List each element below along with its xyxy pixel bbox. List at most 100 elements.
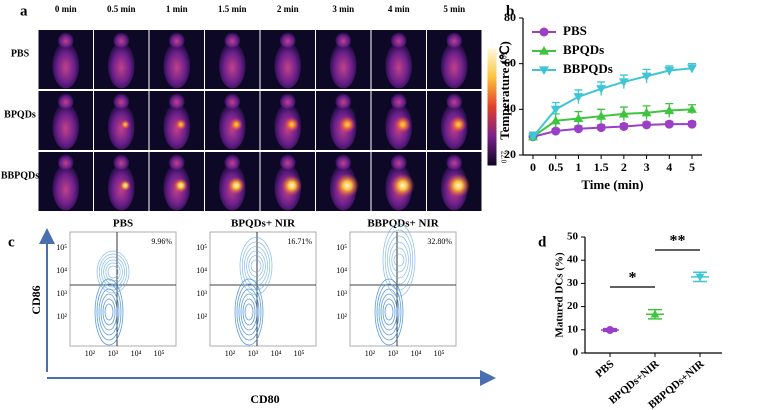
legend-label: PBS [563, 23, 587, 38]
contour [107, 265, 119, 279]
contour [387, 235, 411, 285]
marker [606, 326, 614, 335]
hotspot [174, 118, 187, 131]
contour [248, 255, 264, 277]
x-tick-label: PBS [593, 358, 616, 380]
marker [618, 108, 629, 118]
mouse-head [446, 93, 463, 110]
mouse [52, 164, 80, 211]
marker [641, 72, 652, 82]
legend-label: BBPQDs [563, 61, 613, 76]
marker [596, 85, 607, 94]
hotspot [335, 173, 360, 198]
mouse-head [390, 32, 407, 49]
time-label: 0.5 min [107, 4, 136, 14]
contour [244, 246, 268, 286]
x-tick-label: 10⁵ [294, 349, 305, 358]
y-tick-label: 10³ [337, 289, 348, 298]
contour [246, 250, 266, 282]
time-label: 1 min [166, 4, 188, 14]
x-tick-label: 10⁴ [131, 349, 142, 358]
marker [695, 273, 705, 282]
marker [550, 105, 561, 115]
mouse-head [335, 154, 352, 171]
mouse-head [390, 93, 407, 110]
hotspot [394, 116, 412, 134]
y-tick-label: 10³ [197, 289, 208, 298]
contour [100, 293, 118, 331]
y-tick-label: 10⁵ [196, 243, 207, 252]
plot-frame [209, 231, 317, 347]
x-tick-label: 4 [666, 160, 672, 174]
contour [376, 283, 402, 341]
x-tick-label: 1.5 [594, 160, 609, 174]
contour [98, 253, 128, 291]
x-tick-label: 10² [225, 349, 236, 358]
mouse-head [224, 93, 241, 110]
y-tick-label: 10⁵ [56, 243, 67, 252]
y-tick-label: 10⁵ [336, 243, 347, 252]
y-tick-label: 10³ [57, 289, 68, 298]
mouse-head [113, 32, 130, 49]
mouse [218, 42, 246, 89]
x-tick-label: 10³ [248, 349, 259, 358]
y-tick-label: 10² [57, 312, 68, 321]
marker [596, 111, 607, 120]
marker [528, 133, 538, 142]
hotspot [119, 179, 131, 192]
marker [687, 104, 697, 113]
mouse [52, 42, 80, 89]
y-tick-label: 20 [504, 147, 516, 161]
time-label: 2 min [277, 4, 299, 14]
y-axis-label: Matured DCs (%) [554, 252, 566, 338]
marker [619, 121, 629, 131]
percent: 32.80% [427, 237, 452, 246]
contour [250, 259, 262, 273]
contour [374, 278, 404, 346]
y-tick-label: 10 [567, 323, 579, 335]
marker [687, 119, 697, 129]
colorbar [486, 47, 498, 167]
row-label: BPQDs [4, 110, 36, 121]
contour [389, 241, 409, 279]
series-line [532, 108, 693, 138]
contour [104, 303, 114, 321]
contour [105, 262, 121, 282]
mouse-head [57, 154, 74, 171]
hotspot [120, 119, 131, 130]
y-tick-label: 10⁴ [336, 266, 347, 275]
x-tick-label: 0.5 [548, 160, 563, 174]
mouse-head [279, 93, 296, 110]
colorbar-label: 22.0 [499, 151, 507, 164]
marker [573, 124, 583, 134]
marker [618, 78, 629, 87]
mouse-head [168, 32, 185, 49]
colorbar-label: 50.0 [499, 52, 507, 65]
marker [664, 105, 675, 115]
legend-label: BPQDs [563, 42, 604, 57]
hotspot [227, 176, 246, 195]
contour [96, 250, 130, 294]
percent: 16.71% [287, 237, 312, 246]
significance-label: ** [670, 233, 686, 250]
panel-letter: b [506, 3, 514, 19]
mouse-head [57, 93, 74, 110]
x-axis-label: CD80 [250, 392, 279, 406]
marker [687, 64, 697, 74]
hotspot [338, 116, 356, 134]
y-tick-label: 60 [504, 55, 516, 69]
x-tick-label: 3 [644, 160, 650, 174]
contour [101, 256, 125, 288]
marker [642, 120, 652, 130]
contour [391, 247, 407, 273]
contour [234, 278, 264, 346]
time-label: 4 min [388, 4, 410, 14]
marker [539, 66, 549, 75]
significance-label: * [629, 270, 637, 287]
mouse-head [279, 154, 296, 171]
mouse-head [168, 154, 185, 171]
x-tick-label: 10⁵ [434, 349, 445, 358]
mouse-head [224, 154, 241, 171]
contour [102, 298, 116, 326]
